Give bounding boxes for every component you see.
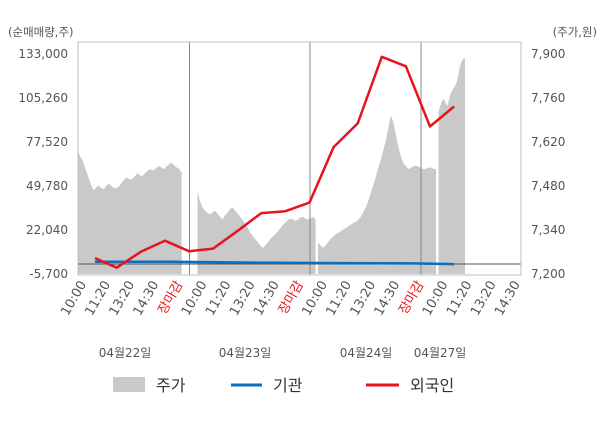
right-tick-label: 7,900 — [531, 47, 565, 61]
left-tick-label: 49,780 — [26, 179, 68, 193]
legend-label-price: 주가 — [156, 376, 186, 395]
right-tick-label: 7,200 — [531, 267, 565, 281]
legend-swatch-price — [113, 377, 145, 392]
right-tick-label: 7,620 — [531, 135, 565, 149]
foreign-line — [94, 55, 455, 269]
plot-border — [77, 41, 522, 276]
left-tick-label: 77,520 — [26, 135, 68, 149]
price-area-series — [78, 57, 465, 275]
right-axis-ticks: 7,900 7,760 7,620 7,480 7,340 7,200 — [531, 47, 565, 281]
date-label: 04월22일 — [99, 346, 152, 360]
institution-series — [94, 260, 455, 266]
price-area-segment — [438, 57, 465, 275]
right-tick-label: 7,340 — [531, 223, 565, 237]
date-label: 04월24일 — [340, 346, 393, 360]
right-tick-label: 7,480 — [531, 179, 565, 193]
left-tick-label: -5,700 — [29, 267, 68, 281]
x-axis-ticks: 10:0011:2013:2014:30장마감10:0011:2013:2014… — [58, 278, 524, 318]
legend-label-foreign: 외국인 — [410, 376, 454, 395]
grid-lines — [189, 42, 422, 275]
date-label: 04월23일 — [219, 346, 272, 360]
left-axis-unit: (순매매량,주) — [8, 25, 74, 39]
left-axis-ticks: 133,000 105,260 77,520 49,780 22,040 -5,… — [18, 47, 68, 281]
left-tick-label: 105,260 — [18, 91, 68, 105]
foreign-series — [94, 55, 455, 269]
legend-label-institution: 기관 — [273, 376, 303, 395]
left-tick-label: 22,040 — [26, 223, 68, 237]
institution-line — [94, 260, 455, 266]
date-labels: 04월22일 04월23일 04월24일 04월27일 — [99, 346, 467, 360]
price-area-segment — [78, 150, 182, 274]
legend: 주가 기관 외국인 — [113, 376, 454, 395]
left-tick-label: 133,000 — [18, 47, 68, 61]
right-axis-unit: (주가,원) — [553, 25, 597, 39]
price-area-segment — [318, 115, 437, 275]
date-label: 04월27일 — [414, 346, 467, 360]
right-tick-label: 7,760 — [531, 91, 565, 105]
price-area-segment — [197, 191, 316, 274]
